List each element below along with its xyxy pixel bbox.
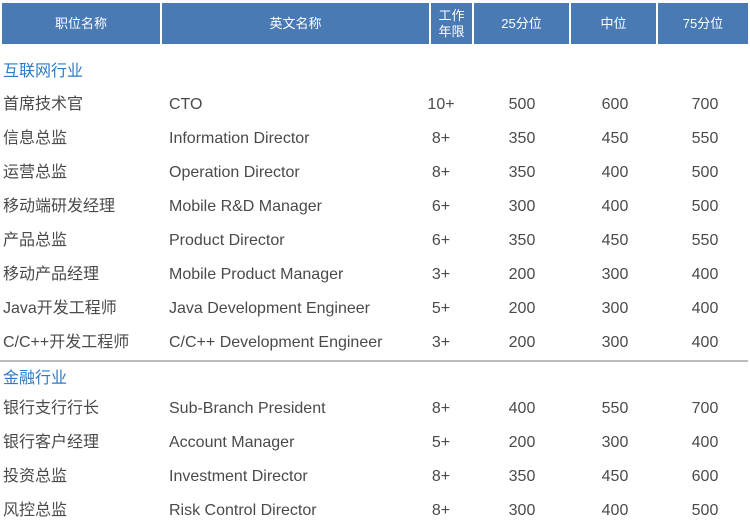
position-en: Account Manager: [169, 434, 295, 451]
table-row: 移动产品经理 Mobile Product Manager 3+ 200 300 400: [0, 258, 750, 292]
median-value: 450: [601, 232, 629, 249]
header-english-name: 英文名称: [162, 3, 429, 44]
p75-value: 550: [691, 232, 719, 249]
header-position-name: 职位名称: [2, 3, 160, 44]
header-p75: 75分位: [658, 3, 748, 44]
table-row: Java开发工程师 Java Development Engineer 5+ 200 3…: [0, 292, 750, 326]
position-en: CTO: [169, 96, 203, 113]
section-title-internet: 互联网行业: [3, 63, 84, 80]
p25-value: 200: [508, 434, 536, 451]
table-row: 运营总监 Operation Director 8+ 350 400 500: [0, 156, 750, 190]
position-en: Operation Director: [169, 164, 300, 181]
position-cn: 风控总监: [3, 502, 68, 519]
median-value: 400: [601, 198, 629, 215]
median-value: 300: [601, 300, 629, 317]
median-value: 300: [601, 266, 629, 283]
position-en: Mobile Product Manager: [169, 266, 344, 283]
p25-value: 500: [508, 96, 536, 113]
work-years: 8+: [431, 468, 451, 485]
work-years: 8+: [431, 164, 451, 181]
table-row: 银行客户经理 Account Manager 5+ 200 300 400: [0, 426, 750, 460]
p75-value: 500: [691, 198, 719, 215]
position-cn: C/C++开发工程师: [3, 334, 130, 351]
work-years: 5+: [431, 300, 451, 317]
section-title-finance: 金融行业: [3, 370, 68, 387]
table-row: 移动端研发经理 Mobile R&D Manager 6+ 300 400 500: [0, 190, 750, 224]
median-value: 600: [601, 96, 629, 113]
p75-value: 500: [691, 502, 719, 519]
work-years: 3+: [431, 334, 451, 351]
finance-rows: 银行支行行长 Sub-Branch President 8+ 400 550 700 银行客…: [0, 392, 750, 528]
p25-value: 350: [508, 164, 536, 181]
position-cn: 产品总监: [3, 232, 68, 249]
p75-value: 500: [691, 164, 719, 181]
p75-value: 400: [691, 334, 719, 351]
median-value: 450: [601, 468, 629, 485]
work-years: 5+: [431, 434, 451, 451]
p75-value: 700: [691, 96, 719, 113]
median-value: 400: [601, 164, 629, 181]
median-value: 450: [601, 130, 629, 147]
position-cn: 投资总监: [3, 468, 68, 485]
position-en: Investment Director: [169, 468, 308, 485]
p25-value: 200: [508, 334, 536, 351]
table-row: 信息总监 Information Director 8+ 350 450 550: [0, 122, 750, 156]
p25-value: 350: [508, 232, 536, 249]
p25-value: 350: [508, 130, 536, 147]
position-cn: 首席技术官: [3, 96, 84, 113]
section-divider: [0, 360, 748, 362]
p75-value: 550: [691, 130, 719, 147]
median-value: 550: [601, 400, 629, 417]
position-cn: 银行客户经理: [3, 434, 100, 451]
p75-value: 400: [691, 266, 719, 283]
work-years: 3+: [431, 266, 451, 283]
position-en: C/C++ Development Engineer: [169, 334, 383, 351]
p75-value: 700: [691, 400, 719, 417]
table-row: 产品总监 Product Director 6+ 350 450 550: [0, 224, 750, 258]
position-cn: 移动端研发经理: [3, 198, 116, 215]
median-value: 300: [601, 434, 629, 451]
work-years: 10+: [427, 96, 455, 113]
table-row: 银行支行行长 Sub-Branch President 8+ 400 550 700: [0, 392, 750, 426]
position-cn: 银行支行行长: [3, 400, 100, 417]
table-row: 投资总监 Investment Director 8+ 350 450 600: [0, 460, 750, 494]
p75-value: 400: [691, 434, 719, 451]
p25-value: 400: [508, 400, 536, 417]
position-en: Product Director: [169, 232, 285, 249]
position-cn: Java开发工程师: [3, 300, 117, 317]
p25-value: 200: [508, 300, 536, 317]
work-years: 8+: [431, 400, 451, 417]
p75-value: 600: [691, 468, 719, 485]
internet-rows: 首席技术官 CTO 10+ 500 600 700 信息总监 Information Dire…: [0, 88, 750, 360]
p25-value: 300: [508, 198, 536, 215]
table-row: 风控总监 Risk Control Director 8+ 300 400 500: [0, 494, 750, 528]
median-value: 300: [601, 334, 629, 351]
work-years: 8+: [431, 130, 451, 147]
position-en: Mobile R&D Manager: [169, 198, 322, 215]
position-en: Information Director: [169, 130, 310, 147]
position-en: Sub-Branch President: [169, 400, 326, 417]
table-row: 首席技术官 CTO 10+ 500 600 700: [0, 88, 750, 122]
table-row: C/C++开发工程师 C/C++ Development Engineer 3+ 20…: [0, 326, 750, 360]
position-cn: 信息总监: [3, 130, 68, 147]
header-median: 中位: [571, 3, 656, 44]
table-header: 职位名称 英文名称 工作 年限 25分位 中位 75分位: [2, 3, 749, 44]
work-years: 6+: [431, 232, 451, 249]
median-value: 400: [601, 502, 629, 519]
p25-value: 300: [508, 502, 536, 519]
position-en: Risk Control Director: [169, 502, 317, 519]
p25-value: 350: [508, 468, 536, 485]
header-p25: 25分位: [474, 3, 569, 44]
p75-value: 400: [691, 300, 719, 317]
p25-value: 200: [508, 266, 536, 283]
work-years: 8+: [431, 502, 451, 519]
position-cn: 移动产品经理: [3, 266, 100, 283]
header-work-years: 工作 年限: [431, 3, 472, 44]
position-cn: 运营总监: [3, 164, 68, 181]
position-en: Java Development Engineer: [169, 300, 371, 317]
work-years: 6+: [431, 198, 451, 215]
